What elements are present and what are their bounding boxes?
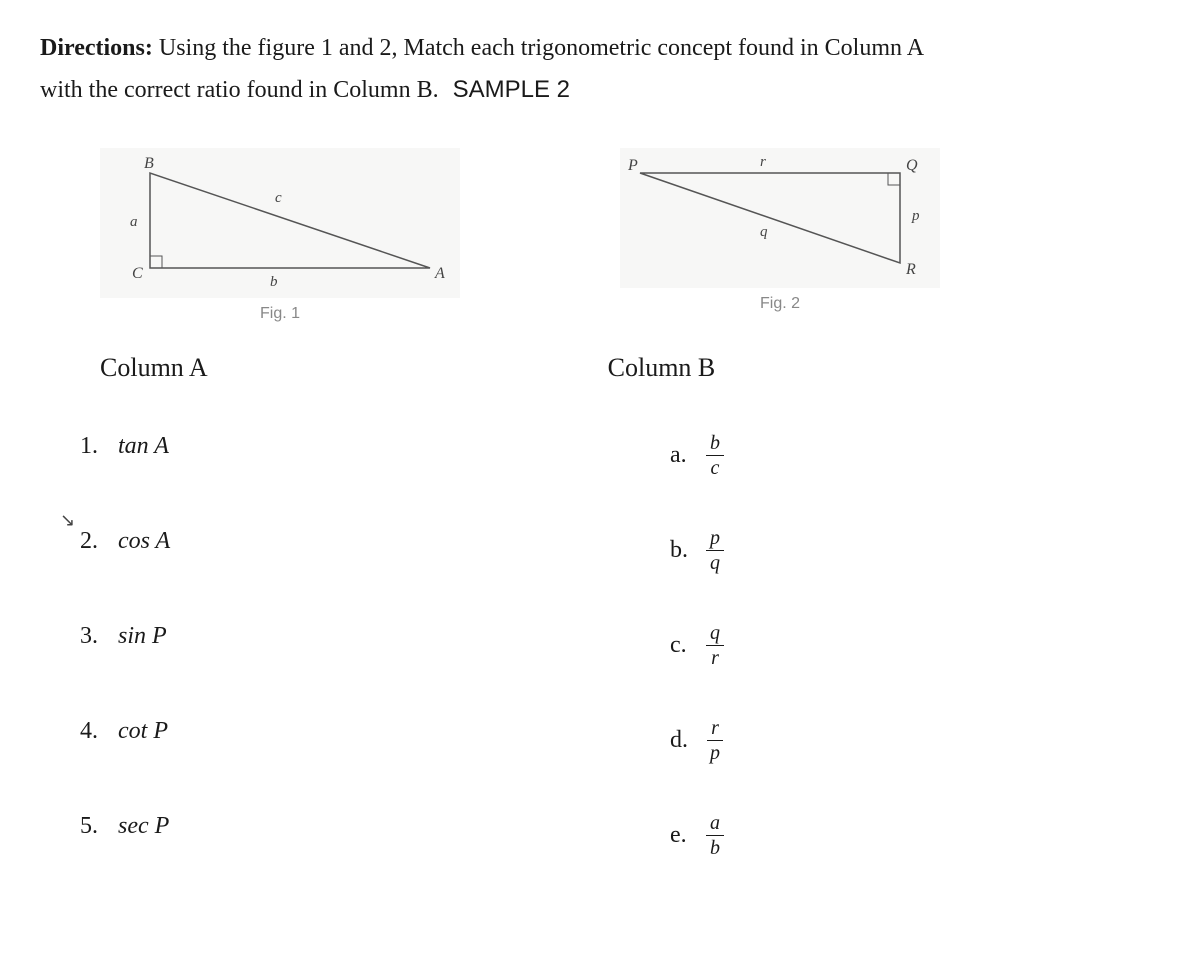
fig1-label-a: a [130,214,138,230]
fig1-label-C: C [132,265,143,282]
fig1-label-A: A [434,265,445,282]
item-text-5: sec P [118,813,169,839]
row-2: ↘ 2. cos A b. p q [40,528,1160,573]
fig2-label-r: r [760,154,766,170]
frac-d-den: p [706,741,724,763]
figure-1-caption: Fig. 1 [100,305,460,323]
item-num-1: 1. [80,433,112,460]
item-num-3: 3. [80,623,112,650]
fraction-e: a b [706,813,724,858]
col-b-item-e: e. a b [670,813,724,858]
item-letter-a: a. [670,442,700,469]
sample-label: SAMPLE 2 [453,72,570,108]
fig1-label-b: b [270,274,278,290]
column-b-header: Column B [608,353,716,383]
hand-mark-icon: ↘ [60,510,75,531]
fraction-b: p q [706,528,724,573]
frac-b-den: q [706,551,724,573]
col-a-item-2: 2. cos A [80,528,280,573]
frac-b-num: p [706,528,724,551]
item-text-3: sin P [118,623,167,649]
item-letter-b: b. [670,537,700,564]
col-b-item-a: a. b c [670,433,724,478]
fig1-label-c: c [275,190,282,206]
col-b-item-c: c. q r [670,623,724,668]
figure-2: P Q R r p q Fig. 2 [620,148,940,323]
directions-text-1: Using the figure 1 and 2, Match each tri… [159,35,924,61]
item-num-4: 4. [80,718,112,745]
item-text-1: tan A [118,433,169,459]
frac-e-den: b [706,836,724,858]
frac-a-den: c [707,456,724,478]
figure-2-caption: Fig. 2 [620,295,940,313]
frac-e-num: a [706,813,724,836]
column-a-header: Column A [100,353,208,383]
fraction-d: r p [706,718,724,763]
col-b-item-b: b. p q [670,528,724,573]
row-1: 1. tan A a. b c [40,433,1160,478]
items-container: 1. tan A a. b c ↘ 2. cos A b. p q 3. sin [40,433,1160,858]
item-num-2: 2. [80,528,112,555]
frac-c-den: r [707,646,723,668]
col-a-item-1: 1. tan A [80,433,280,478]
item-letter-c: c. [670,632,700,659]
fig2-label-P: P [627,157,638,174]
frac-a-num: b [706,433,724,456]
item-num-5: 5. [80,813,112,840]
col-b-item-d: d. r p [670,718,724,763]
fraction-c: q r [706,623,724,668]
row-4: 4. cot P d. r p [40,718,1160,763]
item-text-2: cos A [118,528,170,554]
columns-header: Column A Column B [40,353,1160,383]
fig2-label-R: R [905,261,916,278]
fraction-a: b c [706,433,724,478]
row-5: 5. sec P e. a b [40,813,1160,858]
col-a-item-4: 4. cot P [80,718,280,763]
directions-line-2: with the correct ratio found in Column B… [40,72,1160,108]
figure-1: B C A a c b Fig. 1 [100,148,460,323]
col-a-item-5: 5. sec P [80,813,280,858]
fig2-label-Q: Q [906,157,918,174]
fig2-label-p: p [911,208,920,224]
row-3: 3. sin P c. q r [40,623,1160,668]
figure-2-svg: P Q R r p q [620,148,940,288]
fig1-label-B: B [144,155,154,172]
fig2-label-q: q [760,224,768,240]
col-a-item-3: 3. sin P [80,623,280,668]
directions-label: Directions: [40,35,153,61]
figure-1-svg: B C A a c b [100,148,460,298]
item-letter-e: e. [670,822,700,849]
frac-d-num: r [707,718,723,741]
directions-text-2: with the correct ratio found in Column B… [40,77,439,103]
directions-line-1: Directions: Using the figure 1 and 2, Ma… [40,30,1160,66]
frac-c-num: q [706,623,724,646]
item-text-4: cot P [118,718,168,744]
figures-row: B C A a c b Fig. 1 P Q R r p q Fig. 2 [100,148,1160,323]
item-letter-d: d. [670,727,700,754]
